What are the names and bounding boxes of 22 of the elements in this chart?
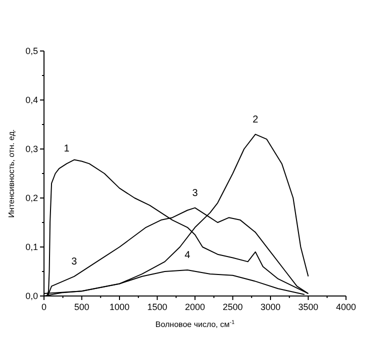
x-tick-label: 1000 (109, 302, 130, 312)
y-tick-label: 0,0 (25, 291, 38, 301)
x-tick-label: 3000 (260, 302, 281, 312)
x-tick-label: 1500 (147, 302, 168, 312)
y-tick-label: 0,1 (25, 242, 38, 252)
y-tick-label: 0,5 (25, 46, 38, 56)
annotation: 4 (184, 250, 191, 262)
y-tick-label: 0,4 (25, 95, 38, 105)
x-tick-label: 3500 (298, 302, 318, 312)
annotation: 3 (71, 256, 78, 268)
x-tick-label: 2000 (184, 302, 206, 312)
y-axis-title: Интенсивность, отн. ед. (7, 129, 16, 218)
x-tick-label: 2500 (222, 302, 243, 312)
x-axis-title: Волновое число, см$^{-1}$ (155, 320, 235, 329)
y-tick-label: 0,3 (25, 144, 38, 154)
annotation: 1 (64, 144, 70, 155)
annotation: 2 (252, 114, 259, 126)
x-tick-label: 0 (41, 302, 47, 312)
y-tick-label: 0,2 (25, 193, 38, 203)
x-tick-label: 500 (74, 302, 90, 312)
annotation: 3 (192, 188, 198, 199)
x-tick-label: 4000 (336, 302, 356, 312)
